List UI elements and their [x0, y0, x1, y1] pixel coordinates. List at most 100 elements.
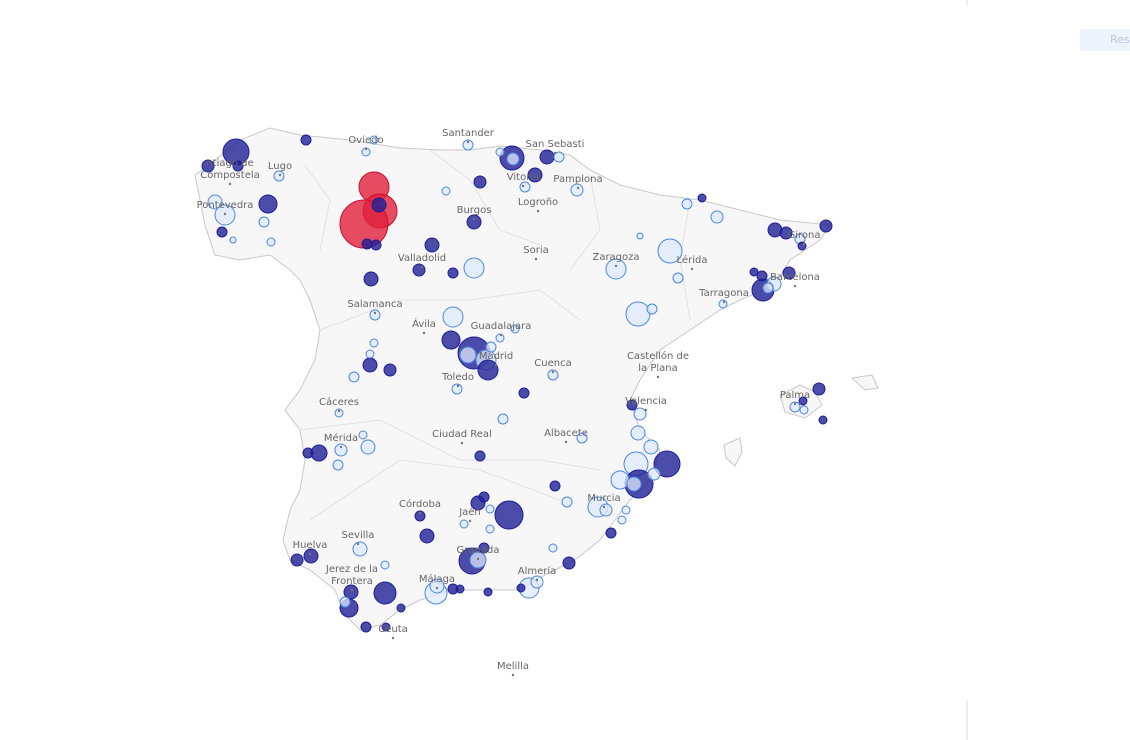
bubble: [789, 401, 801, 413]
city-label: Oviedo: [348, 135, 383, 146]
bubble: [657, 238, 683, 264]
city-dot: [553, 151, 557, 155]
city-label: Toledo: [441, 372, 474, 383]
bubble: [681, 198, 693, 210]
menorca: [850, 374, 879, 391]
city-label: Madrid: [479, 351, 513, 362]
bubble: [548, 543, 558, 553]
bubble: [527, 167, 543, 183]
city-dot: [339, 445, 343, 449]
city-label: Tarragona: [698, 288, 749, 299]
city-dot: [278, 173, 282, 177]
bubble: [258, 194, 278, 214]
bubble: [506, 152, 520, 166]
city-label: Jaén: [458, 506, 481, 518]
bubble: [477, 359, 499, 381]
city-label: ntiago de: [206, 158, 253, 169]
bubble: [455, 584, 465, 594]
bubble: [762, 282, 774, 294]
city-label: Valencia: [625, 396, 667, 407]
city-dot: [435, 586, 439, 590]
city-label: Melilla: [497, 661, 529, 672]
bubble: [605, 258, 627, 280]
city-dot: [350, 588, 354, 592]
bubble: [798, 396, 808, 406]
bubble: [485, 341, 497, 353]
bubble: [553, 151, 565, 163]
city-dot: [793, 284, 797, 288]
bubble: [334, 443, 348, 457]
bubble: [334, 408, 344, 418]
bubble: [371, 197, 387, 213]
bubble: [519, 181, 531, 193]
bubble: [369, 135, 379, 145]
city-dot: [511, 673, 515, 677]
city-label: Lugo: [268, 161, 292, 172]
bubble: [451, 383, 463, 395]
bubble: [424, 237, 440, 253]
bubble: [610, 470, 630, 490]
bubble: [672, 272, 684, 284]
city-label: Pontevedra: [197, 200, 254, 211]
bubble: [383, 363, 397, 377]
city-label: Frontera: [331, 576, 373, 587]
bubble: [749, 267, 759, 277]
bubble: [370, 239, 382, 251]
bubble: [207, 194, 223, 210]
bubble: [339, 596, 351, 608]
city-dot: [373, 311, 377, 315]
city-label: Granada: [457, 545, 500, 556]
city-dot: [602, 505, 606, 509]
city-label: Burgos: [457, 205, 492, 216]
bubble: [442, 306, 464, 328]
bubble: [799, 405, 809, 415]
bubble: [494, 500, 524, 530]
bubble: [381, 622, 391, 632]
bubble: [630, 425, 646, 441]
bubble: [626, 476, 642, 492]
city-dot: [466, 140, 470, 144]
city-label: Ceuta: [378, 624, 408, 635]
city-dot: [223, 212, 227, 216]
city-dot: [564, 440, 568, 444]
ibiza: [723, 437, 743, 467]
bubble: [360, 621, 372, 633]
bubble: [485, 524, 495, 534]
city-label: San Sebasti: [526, 139, 585, 150]
bubble: [362, 357, 378, 373]
city-label: Córdoba: [399, 498, 441, 510]
city-label: Sevilla: [342, 530, 375, 541]
bubble: [483, 587, 493, 597]
city-dot: [576, 186, 580, 190]
bubble: [466, 214, 482, 230]
city-label: Ávila: [412, 317, 436, 330]
city-dot: [722, 300, 726, 304]
city-dot: [337, 409, 341, 413]
city-dot: [476, 557, 480, 561]
reset-button[interactable]: Res: [1080, 29, 1130, 51]
city-labels: Santander Oviedo San Sebasti ntiago deCompo…: [197, 128, 821, 677]
city-label: Huelva: [293, 540, 328, 551]
city-dot: [356, 542, 360, 546]
bubble: [570, 183, 584, 197]
bubble: [216, 226, 228, 238]
bubble: [229, 236, 237, 244]
bubble: [290, 553, 304, 567]
city-dot: [535, 578, 539, 582]
bubble: [478, 542, 490, 554]
city-label: Barcelona: [770, 272, 820, 283]
bubble: [812, 382, 826, 396]
city-dot: [644, 408, 648, 412]
bubble: [302, 447, 314, 459]
bubble: [626, 399, 638, 411]
bubble: [621, 505, 631, 515]
bubbles: [201, 134, 833, 633]
bubble: [473, 175, 487, 189]
city-dot: [420, 265, 424, 269]
city-label: Vitoria: [507, 172, 539, 183]
bubble: [653, 450, 681, 478]
bubble: [303, 548, 319, 564]
bubble: [201, 159, 215, 173]
city-label: Málaga: [419, 573, 455, 585]
